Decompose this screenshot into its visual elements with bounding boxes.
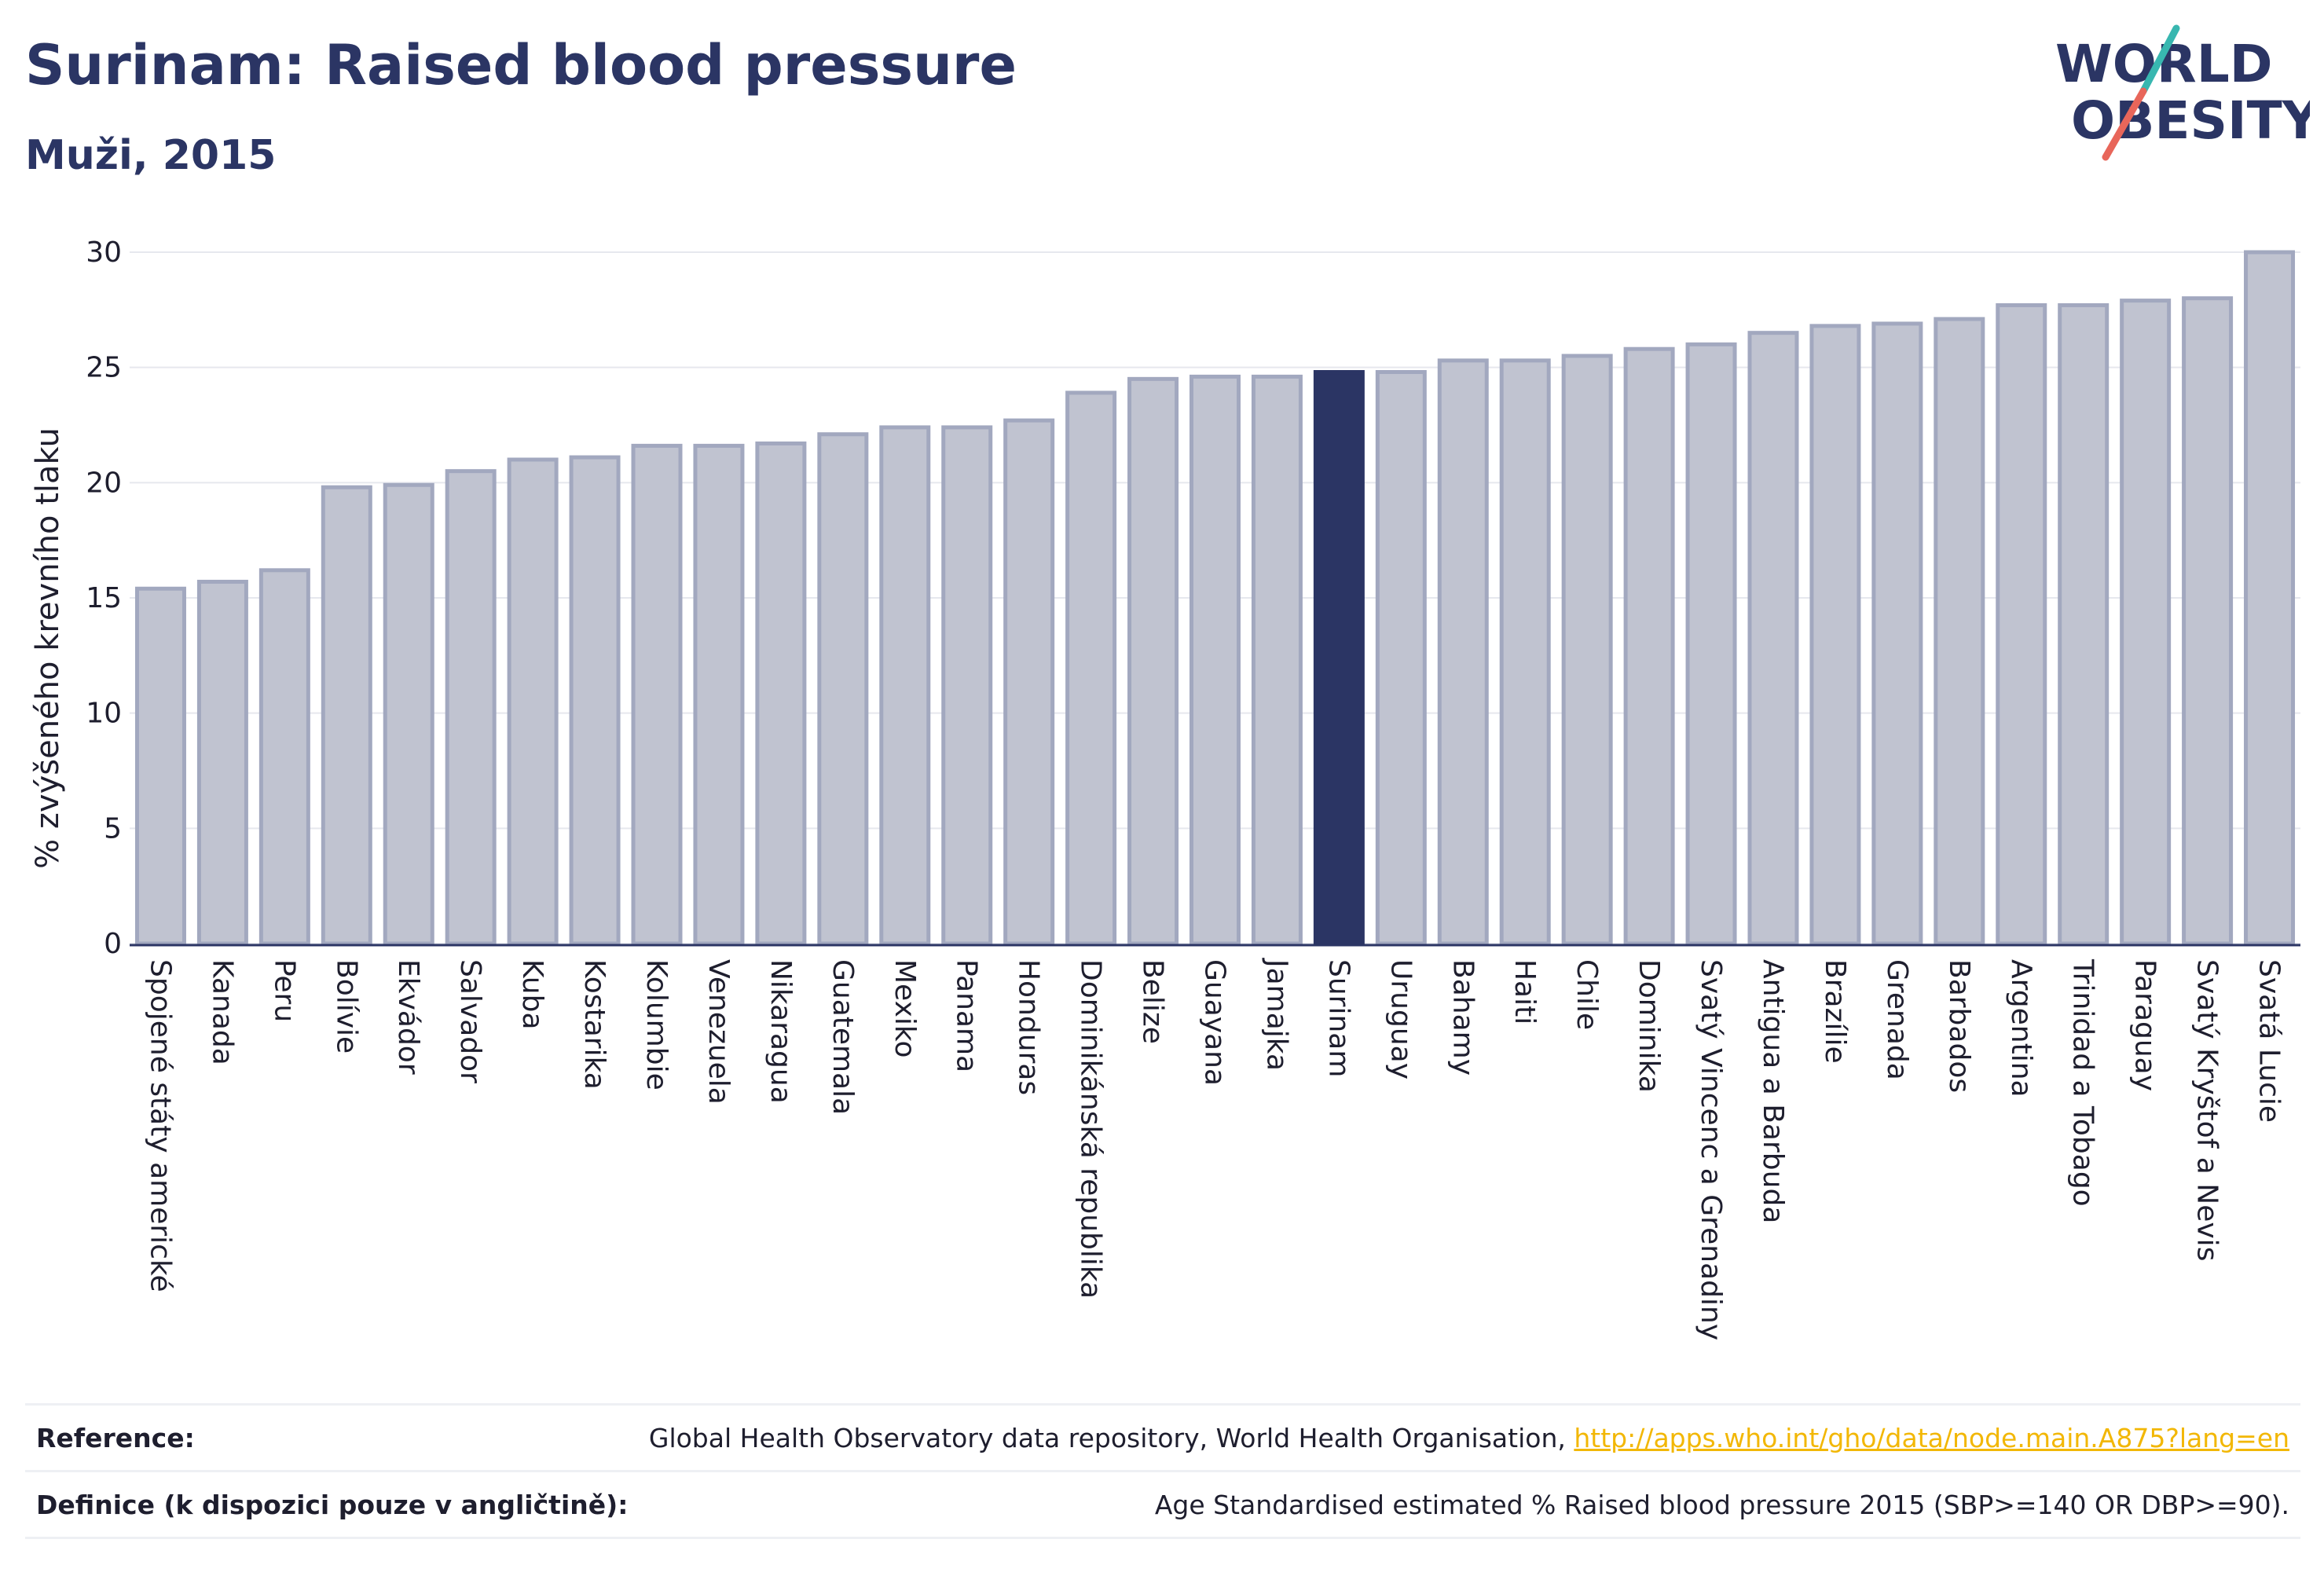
bar — [1065, 390, 1117, 946]
x-tick-label: Peru — [268, 959, 300, 1022]
bar — [1499, 358, 1551, 946]
bar — [1437, 358, 1489, 946]
logo-slash-red — [2102, 87, 2147, 161]
y-tick-label: 25 — [86, 352, 122, 384]
bar — [1685, 342, 1737, 946]
bar — [1003, 418, 1055, 946]
chart-title: Surinam: Raised blood pressure — [25, 33, 1017, 97]
x-tick-label: Bolívie — [330, 959, 362, 1054]
y-tick-labels: 0 5 10 15 20 25 30 — [86, 236, 122, 960]
reference-link[interactable]: http://apps.who.int/gho/data/node.main.A… — [1574, 1422, 2289, 1453]
x-tick-label: Barbados — [1943, 959, 1975, 1093]
logo-line-2: OBESITY — [2071, 90, 2310, 151]
y-tick-label: 0 — [104, 928, 122, 960]
footer: Reference: Global Health Observatory dat… — [25, 1403, 2300, 1539]
definition-label: Definice (k dispozici pouze v angličtině… — [36, 1489, 629, 1520]
x-tick-label: Belize — [1137, 959, 1169, 1044]
bar — [1996, 302, 2047, 946]
reference-text: Global Health Observatory data repositor… — [648, 1422, 1574, 1453]
reference-row: Reference: Global Health Observatory dat… — [25, 1403, 2300, 1470]
bar — [445, 469, 497, 946]
bar — [1313, 370, 1365, 946]
x-tick-label: Antigua a Barbuda — [1757, 959, 1789, 1223]
bar — [1623, 346, 1675, 946]
x-tick-label: Svatý Vincenc a Grenadiny — [1695, 959, 1727, 1340]
x-tick-label: Paraguay — [2129, 959, 2161, 1091]
reference-label: Reference: — [36, 1422, 195, 1453]
world-obesity-logo: WORLD OBESITY — [2055, 24, 2310, 161]
bar — [2120, 299, 2172, 946]
definition-text: Age Standardised estimated % Raised bloo… — [1154, 1489, 2289, 1520]
x-tick-label: Honduras — [1013, 959, 1045, 1095]
bar — [1189, 374, 1241, 946]
x-tick-label: Trinidad a Tobago — [2067, 958, 2099, 1207]
x-tick-label: Jamajka — [1260, 958, 1292, 1071]
bar — [1251, 374, 1303, 946]
x-tick-label: Bahamy — [1446, 959, 1479, 1076]
x-tick-label: Uruguay — [1384, 959, 1417, 1079]
x-tick-label: Grenada — [1881, 959, 1913, 1080]
x-tick-label: Ekvádor — [392, 959, 424, 1075]
bar — [755, 441, 807, 946]
bar — [1871, 321, 1923, 946]
definition-row: Definice (k dispozici pouze v angličtině… — [25, 1470, 2300, 1539]
bars — [134, 250, 2296, 946]
bar — [1809, 324, 1861, 946]
bar — [1127, 376, 1179, 946]
bar — [817, 432, 869, 946]
x-tick-label: Guatemala — [827, 959, 859, 1115]
x-tick-label: Panama — [951, 959, 983, 1072]
x-tick-label: Kuba — [516, 959, 548, 1030]
reference-value: Global Health Observatory data repositor… — [649, 1423, 2300, 1453]
bar — [1934, 317, 1985, 946]
x-tick-labels: Spojené státy americké Kanada Peru Bolívie E… — [144, 958, 2285, 1340]
x-tick-label: Venezuela — [702, 959, 735, 1105]
y-axis-label: % zvýšeného krevního tlaku — [30, 427, 66, 869]
bar — [258, 568, 310, 946]
bar-chart: 0 5 10 15 20 25 30 Spojené státy americké Kanad… — [30, 236, 2300, 1340]
bar — [507, 457, 559, 946]
logo-line-1: WORLD — [2055, 34, 2273, 94]
chart-subtitle: Muži, 2015 — [25, 132, 277, 179]
bar — [569, 455, 621, 946]
bar — [2058, 302, 2110, 946]
x-tick-label: Kolumbie — [640, 959, 673, 1090]
x-tick-label: Nikaragua — [764, 959, 797, 1104]
logo-slash-teal — [2139, 24, 2180, 95]
y-tick-label: 5 — [104, 812, 122, 845]
x-tick-label: Kanada — [206, 959, 238, 1065]
x-tick-label: Guayana — [1199, 959, 1231, 1086]
bar — [1747, 331, 1799, 946]
y-tick-label: 20 — [86, 467, 122, 499]
x-tick-label: Haiti — [1508, 959, 1541, 1024]
bar — [2244, 250, 2296, 946]
bar — [879, 425, 931, 946]
bar — [1561, 354, 1613, 946]
bar — [693, 443, 745, 946]
x-tick-label: Spojené státy americké — [144, 959, 176, 1292]
x-tick-label: Chile — [1571, 959, 1603, 1030]
y-tick-label: 30 — [86, 236, 122, 269]
x-tick-label: Brazílie — [1819, 959, 1851, 1064]
x-tick-label: Salvador — [454, 959, 486, 1083]
y-tick-label: 10 — [86, 698, 122, 730]
bar — [134, 586, 186, 946]
bar — [941, 425, 993, 946]
x-tick-label: Argentina — [2005, 959, 2037, 1098]
bar — [383, 482, 434, 946]
bar — [2182, 296, 2234, 946]
bar — [321, 485, 372, 946]
bar — [196, 579, 248, 946]
x-tick-label: Surinam — [1322, 959, 1354, 1077]
x-tick-label: Svatá Lucie — [2253, 959, 2286, 1123]
bar — [1375, 370, 1427, 946]
x-tick-label: Svatý Kryštof a Nevis — [2191, 959, 2223, 1261]
x-tick-label: Dominika — [1633, 959, 1665, 1093]
x-tick-label: Kostarika — [578, 959, 610, 1090]
bar — [631, 443, 683, 946]
x-tick-label: Mexiko — [889, 959, 921, 1057]
x-tick-label: Dominikánská republika — [1075, 959, 1107, 1299]
y-tick-label: 15 — [86, 582, 122, 614]
